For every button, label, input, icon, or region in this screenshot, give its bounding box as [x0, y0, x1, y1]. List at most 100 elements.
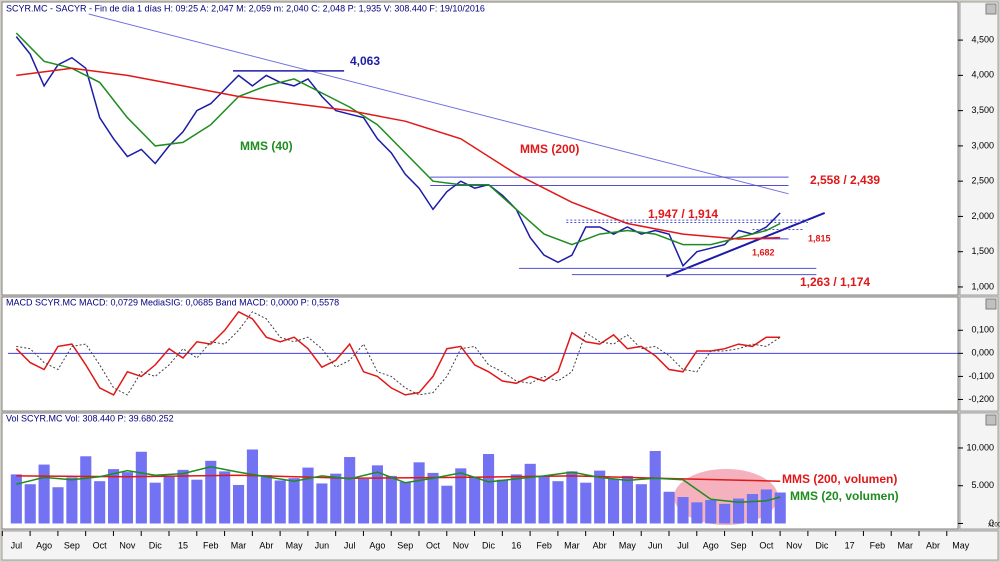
- y-tick-label: 0: [989, 518, 994, 528]
- y-tick-label: 1,000: [971, 281, 994, 291]
- price-header: SCYR.MC - SACYR - Fin de día 1 días H: 0…: [6, 3, 485, 13]
- volume-bar: [538, 476, 550, 524]
- volume-bar: [191, 479, 203, 524]
- y-tick-label: 3,000: [971, 140, 994, 150]
- x-tick-label: Mar: [564, 540, 580, 550]
- volume-bar: [108, 469, 120, 524]
- volume-bar: [94, 481, 106, 524]
- y-tick-label: -0,200: [968, 394, 994, 404]
- x-tick-label: Abr: [593, 540, 607, 550]
- volume-bar: [288, 478, 300, 524]
- volume-bar: [66, 477, 78, 524]
- x-tick-label: Jul: [677, 540, 689, 550]
- y-tick-label: 0,100: [971, 325, 994, 335]
- x-tick-label: May: [619, 540, 637, 550]
- volume-bar: [385, 475, 397, 524]
- x-tick-label: Jul: [344, 540, 356, 550]
- x-tick-label: Jul: [11, 540, 23, 550]
- volume-bar: [24, 484, 36, 524]
- volume-bar: [705, 500, 717, 524]
- volume-bar: [552, 481, 564, 524]
- volume-bar: [121, 472, 133, 524]
- volume-bar: [733, 498, 745, 524]
- x-tick-label: Ago: [369, 540, 385, 550]
- series-label: MMS (20, volumen): [790, 489, 899, 503]
- volume-bar: [455, 468, 467, 524]
- volume-bar: [496, 479, 508, 524]
- volume-bar: [760, 489, 772, 524]
- volume-bar: [510, 474, 522, 524]
- volume-bar: [274, 480, 286, 524]
- y-tick-label: -0,100: [968, 371, 994, 381]
- volume-bar: [163, 476, 175, 524]
- volume-bar: [52, 487, 64, 524]
- volume-bar: [219, 471, 231, 524]
- scroll-button[interactable]: [985, 3, 997, 15]
- volume-bar: [358, 478, 370, 524]
- trendline: [665, 211, 826, 278]
- y-tick-label: 4,000: [971, 70, 994, 80]
- x-tick-label: Jun: [315, 540, 330, 550]
- volume-bar: [746, 494, 758, 524]
- level-label: 4,063: [350, 54, 380, 68]
- x-tick-label: 15: [178, 540, 188, 550]
- volume-bar: [149, 482, 161, 524]
- x-tick-label: Abr: [259, 540, 273, 550]
- x-tick-label: Nov: [453, 540, 470, 550]
- x-tick-label: May: [952, 540, 970, 550]
- y-tick-label: 5.000: [971, 480, 994, 490]
- volume-bar: [469, 477, 481, 524]
- level-label: 1,815: [808, 233, 831, 243]
- volume-bar: [233, 484, 245, 524]
- volume-axis: [959, 412, 999, 530]
- volume-bar: [399, 481, 411, 524]
- volume-bar: [566, 471, 578, 524]
- volume-bar: [621, 475, 633, 524]
- x-tick-label: Mar: [231, 540, 247, 550]
- level-label: 1,682: [752, 247, 775, 257]
- x-tick-label: Oct: [93, 540, 108, 550]
- volume-bar: [246, 449, 258, 524]
- volume-bar: [608, 478, 620, 524]
- x-tick-label: Nov: [786, 540, 803, 550]
- volume-bar: [344, 457, 356, 524]
- x-tick-label: Feb: [870, 540, 886, 550]
- x-tick-label: Dic: [482, 540, 495, 550]
- scroll-button[interactable]: [985, 298, 997, 310]
- volume-bar: [524, 463, 536, 524]
- series-label: MMS (200, volumen): [782, 472, 897, 486]
- volume-bar: [413, 462, 425, 524]
- volume-bar: [205, 460, 217, 524]
- volume-bar: [677, 497, 689, 524]
- x-tick-label: May: [286, 540, 304, 550]
- volume-bar: [10, 474, 22, 524]
- y-tick-label: 2,500: [971, 176, 994, 186]
- volume-bar: [719, 503, 731, 524]
- macd-axis: [959, 296, 999, 412]
- level-label: 1,263 / 1,174: [800, 275, 870, 289]
- x-tick-label: 16: [511, 540, 521, 550]
- series-label: MMS (200): [520, 142, 579, 156]
- x-tick-label: Sep: [397, 540, 413, 550]
- volume-bar: [330, 473, 342, 524]
- time-axis: [1, 530, 999, 561]
- x-tick-label: Dic: [149, 540, 162, 550]
- volume-bar: [594, 470, 606, 524]
- series-line: [15, 310, 781, 396]
- volume-bar: [371, 465, 383, 524]
- volume-bar: [441, 485, 453, 524]
- volume-bar: [691, 502, 703, 524]
- volume-bar: [427, 472, 439, 524]
- scroll-button[interactable]: [985, 414, 997, 426]
- volume-bar: [80, 456, 92, 524]
- x-tick-label: Feb: [203, 540, 219, 550]
- volume-bar: [38, 464, 50, 524]
- level-label: 2,558 / 2,439: [810, 173, 880, 187]
- y-tick-label: 10.000: [966, 442, 994, 452]
- x-tick-label: Ago: [703, 540, 719, 550]
- y-tick-label: 1,500: [971, 246, 994, 256]
- volume-bar: [580, 482, 592, 524]
- volume-bar: [316, 483, 328, 524]
- x-tick-label: Nov: [119, 540, 136, 550]
- x-tick-label: Jun: [648, 540, 663, 550]
